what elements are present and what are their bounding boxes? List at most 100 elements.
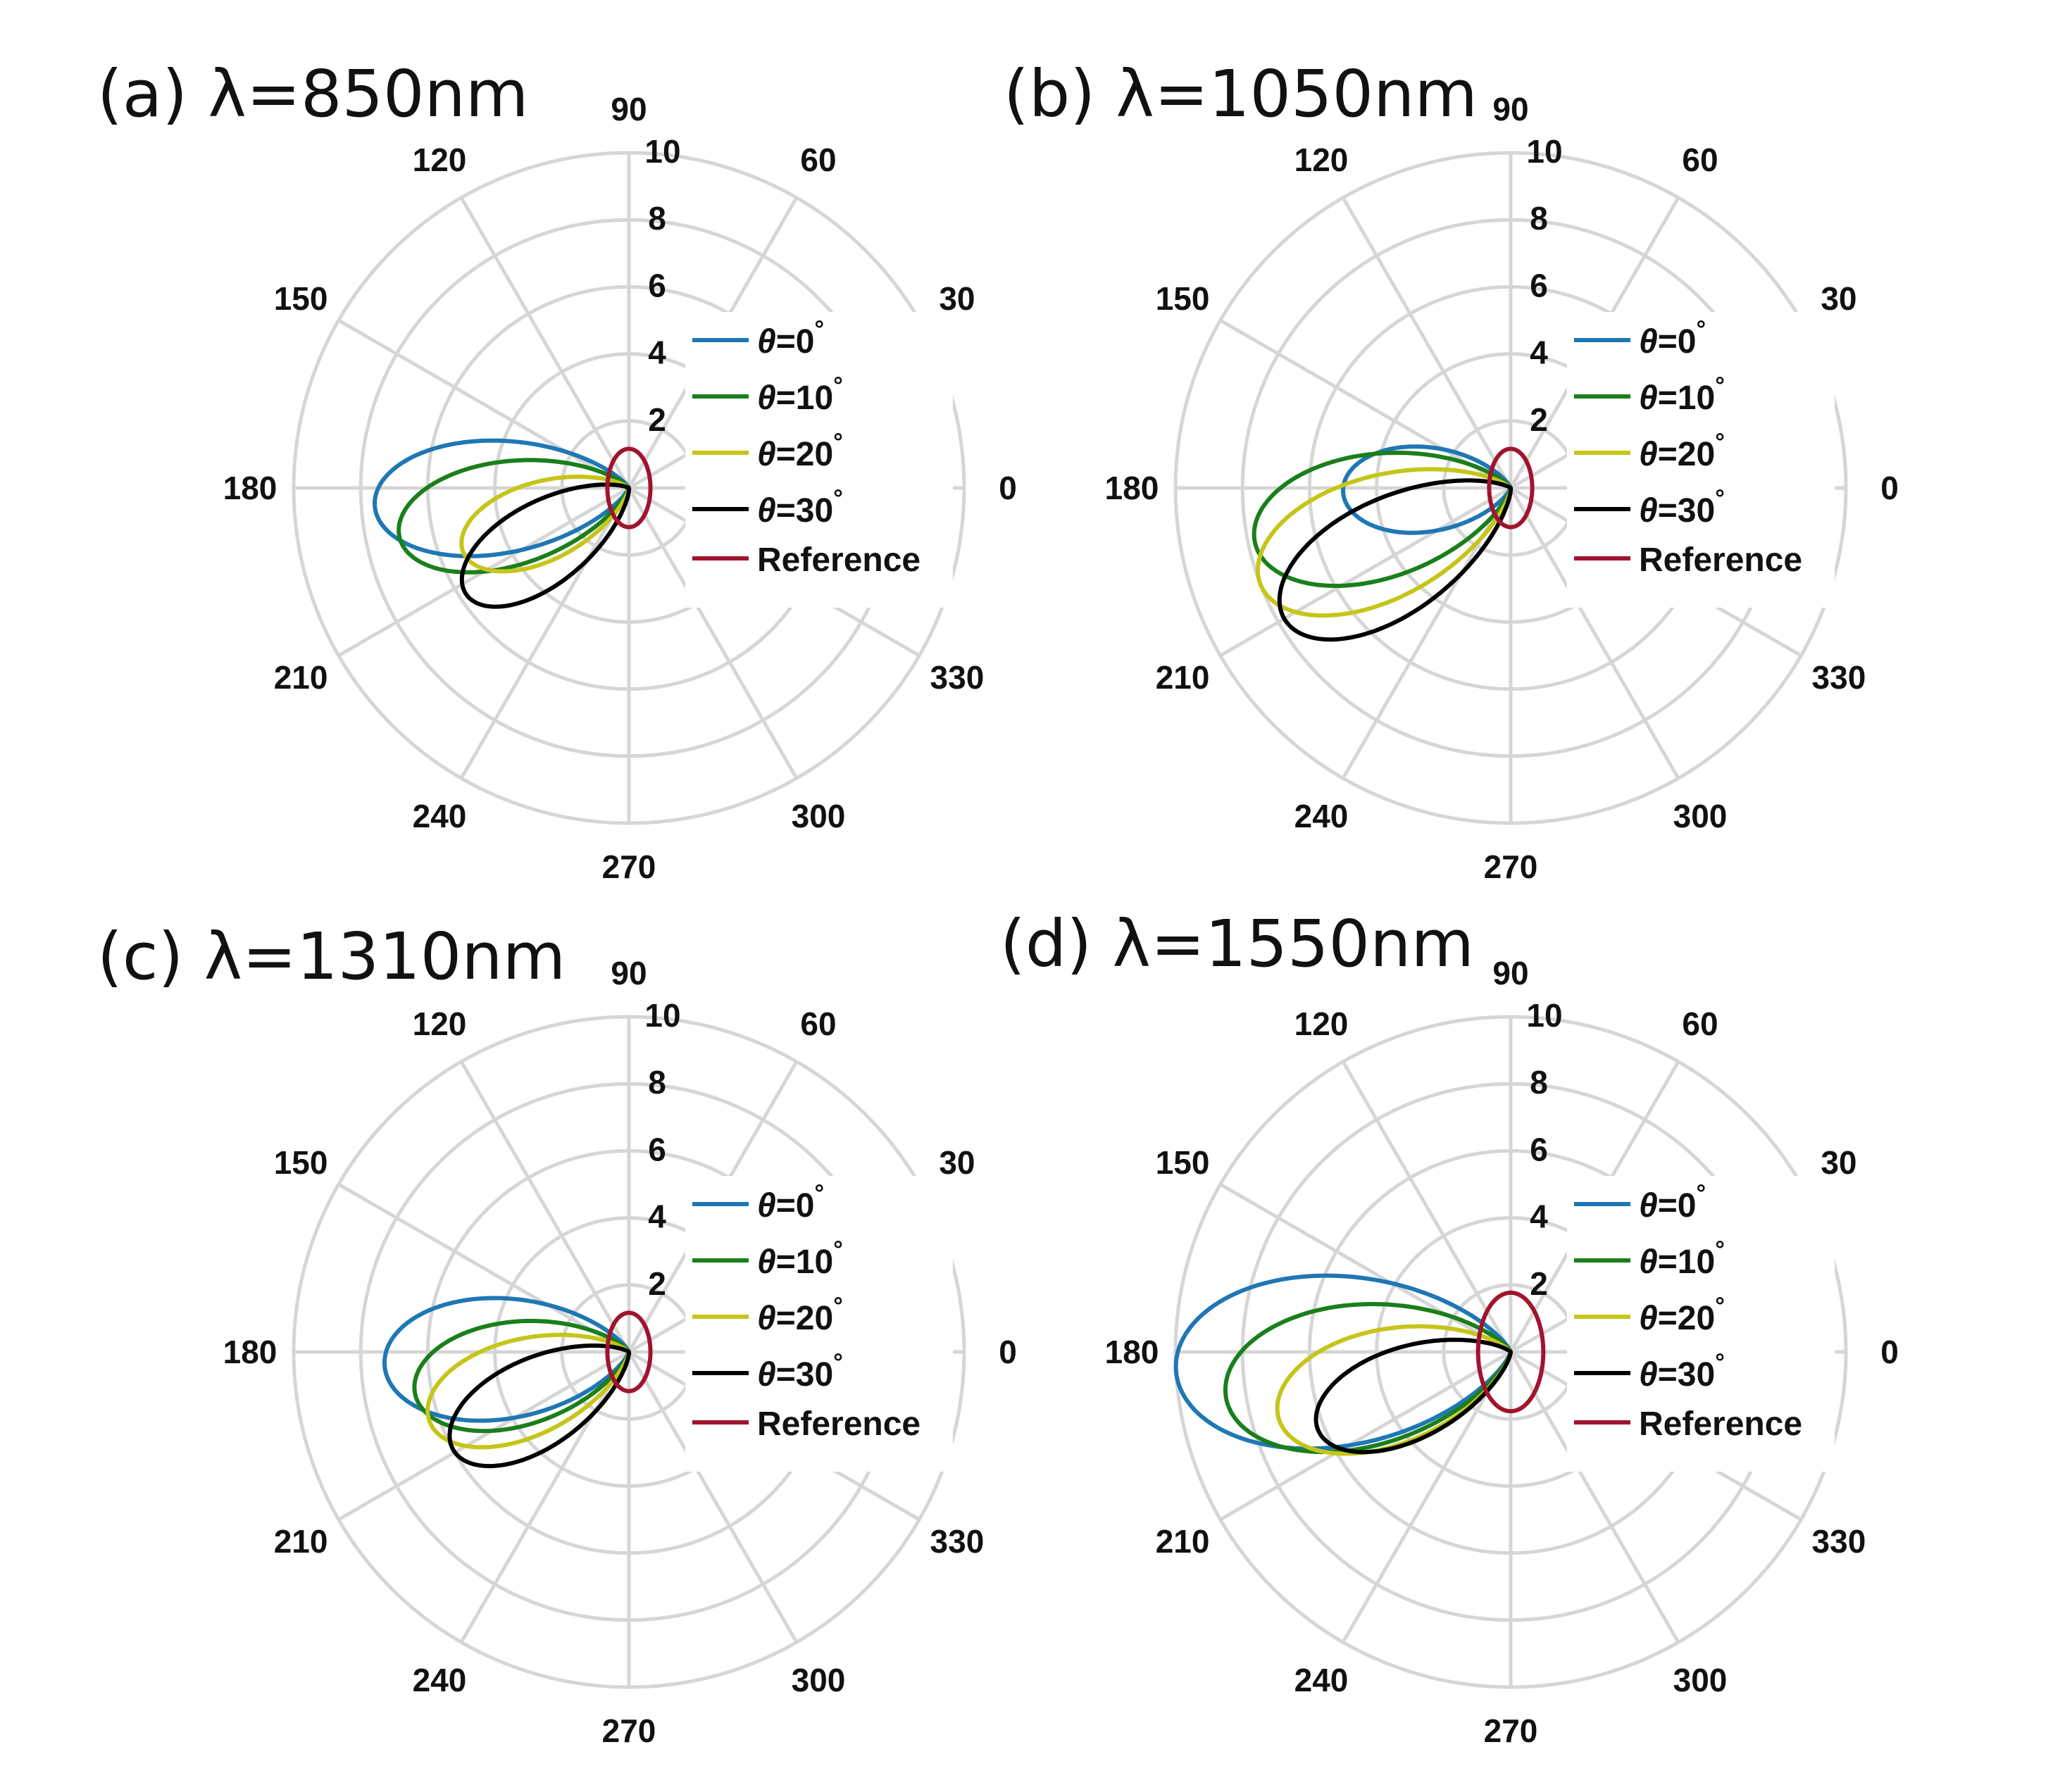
legend-label: θ=10° (757, 372, 843, 417)
angle-tick-label: 0 (999, 1334, 1017, 1370)
lobe-series-4 (1487, 446, 1535, 530)
legend-label: θ=20° (757, 429, 843, 473)
legend-label: θ=20° (1639, 429, 1725, 473)
polar-panel-0: (a) λ=850nm03060901201501802102402703003… (97, 56, 1017, 885)
angle-tick-label: 90 (1492, 955, 1528, 991)
angle-tick-label: 180 (1105, 470, 1159, 506)
angle-tick-label: 150 (1156, 280, 1210, 317)
lobe-series-3 (459, 482, 632, 609)
angle-tick-label: 30 (939, 1144, 975, 1181)
radial-tick-label: 8 (1530, 200, 1548, 237)
angle-tick-label: 270 (602, 1712, 656, 1749)
legend-label: θ=0° (757, 316, 824, 361)
legend-label: θ=30° (1639, 485, 1725, 530)
angle-tick-label: 90 (1492, 91, 1528, 127)
angle-tick-label: 60 (1682, 142, 1718, 178)
grid-spoke (1219, 486, 1512, 658)
angle-tick-label: 330 (930, 659, 985, 696)
lobe-series-2 (1255, 467, 1513, 618)
legend-label: Reference (757, 541, 920, 579)
panel-title: (a) λ=850nm (97, 56, 528, 132)
angle-tick-label: 150 (1156, 1144, 1210, 1181)
angle-tick-label: 120 (413, 142, 467, 178)
angle-tick-label: 330 (1812, 659, 1866, 696)
angle-tick-label: 330 (1812, 1523, 1866, 1560)
grid-spoke (459, 487, 631, 779)
angle-tick-label: 30 (1821, 1144, 1856, 1181)
angle-tick-label: 300 (792, 1662, 846, 1698)
lobe-series-0 (1341, 444, 1513, 535)
legend-label: θ=0° (1639, 1180, 1706, 1225)
angle-tick-label: 30 (939, 280, 975, 317)
radial-tick-label: 10 (1526, 133, 1562, 170)
angle-tick-label: 300 (792, 798, 846, 834)
legend-label: Reference (757, 1405, 920, 1443)
angle-tick-label: 150 (274, 280, 328, 317)
angle-tick-label: 240 (1294, 798, 1349, 834)
radial-tick-label: 4 (1530, 334, 1548, 371)
legend-label: θ=30° (757, 1349, 843, 1393)
angle-tick-label: 210 (274, 659, 328, 696)
angle-tick-label: 90 (611, 91, 647, 127)
panel-title: (b) λ=1050nm (1004, 56, 1478, 132)
grid-spoke (459, 1351, 631, 1643)
grid-spoke (337, 318, 630, 490)
lobe-series-4 (605, 1310, 653, 1393)
lobe-series-2 (425, 1332, 631, 1450)
grid-spoke (1219, 1350, 1512, 1522)
lobe-series-3 (1313, 1337, 1513, 1455)
legend-label: θ=20° (757, 1293, 843, 1337)
radial-tick-label: 10 (644, 133, 680, 170)
angle-tick-label: 270 (1484, 848, 1538, 885)
angle-tick-label: 60 (800, 1006, 836, 1042)
legend-label: θ=0° (757, 1180, 824, 1225)
angle-tick-label: 120 (1294, 1006, 1349, 1042)
radial-tick-label: 10 (644, 997, 680, 1034)
grid-spoke (459, 1060, 631, 1353)
angle-tick-label: 90 (611, 955, 647, 991)
grid-spoke (1341, 196, 1513, 489)
grid-spoke (627, 487, 799, 779)
angle-tick-label: 120 (1294, 142, 1349, 178)
lobe-series-3 (1277, 478, 1514, 642)
angle-tick-label: 270 (602, 848, 656, 885)
angle-tick-label: 300 (1673, 1662, 1728, 1698)
panel-title: (d) λ=1550nm (1000, 906, 1474, 982)
angle-tick-label: 120 (413, 1006, 467, 1042)
legend-label: θ=10° (1639, 1236, 1725, 1281)
lobe-series-4 (1475, 1290, 1546, 1414)
radial-tick-label: 10 (1526, 997, 1562, 1034)
grid-spoke (627, 1351, 799, 1643)
radial-tick-label: 4 (648, 1198, 666, 1235)
radial-tick-label: 6 (648, 1131, 666, 1167)
lobe-series-0 (1173, 1273, 1513, 1451)
grid-spoke (1509, 487, 1680, 779)
angle-tick-label: 180 (223, 1334, 277, 1370)
angle-tick-label: 210 (274, 1523, 328, 1560)
angle-tick-label: 240 (1294, 1662, 1349, 1698)
angle-tick-label: 60 (1682, 1006, 1718, 1042)
angle-tick-label: 210 (1156, 659, 1210, 696)
radial-tick-label: 4 (1530, 1198, 1548, 1235)
radial-tick-label: 8 (648, 200, 666, 237)
radial-tick-label: 4 (648, 334, 666, 371)
angle-tick-label: 240 (413, 1662, 467, 1698)
radial-tick-label: 2 (1530, 401, 1548, 438)
angle-tick-label: 150 (274, 1144, 328, 1181)
angle-tick-label: 180 (223, 470, 277, 506)
angle-tick-label: 60 (800, 142, 836, 178)
angle-tick-label: 330 (930, 1523, 985, 1560)
radial-tick-label: 8 (1530, 1064, 1548, 1101)
angle-tick-label: 30 (1821, 280, 1856, 317)
grid-spoke (459, 196, 631, 489)
legend-label: Reference (1639, 1405, 1802, 1443)
legend-label: θ=30° (1639, 1349, 1725, 1393)
radial-tick-label: 2 (648, 1265, 666, 1302)
grid-spoke (1509, 1351, 1680, 1643)
angle-tick-label: 300 (1673, 798, 1728, 834)
grid-spoke (337, 1350, 630, 1522)
polar-panel-1: (b) λ=1050nm0306090120150180210240270300… (1004, 56, 1899, 885)
radial-tick-label: 2 (1530, 1265, 1548, 1302)
panel-title: (c) λ=1310nm (97, 919, 566, 994)
